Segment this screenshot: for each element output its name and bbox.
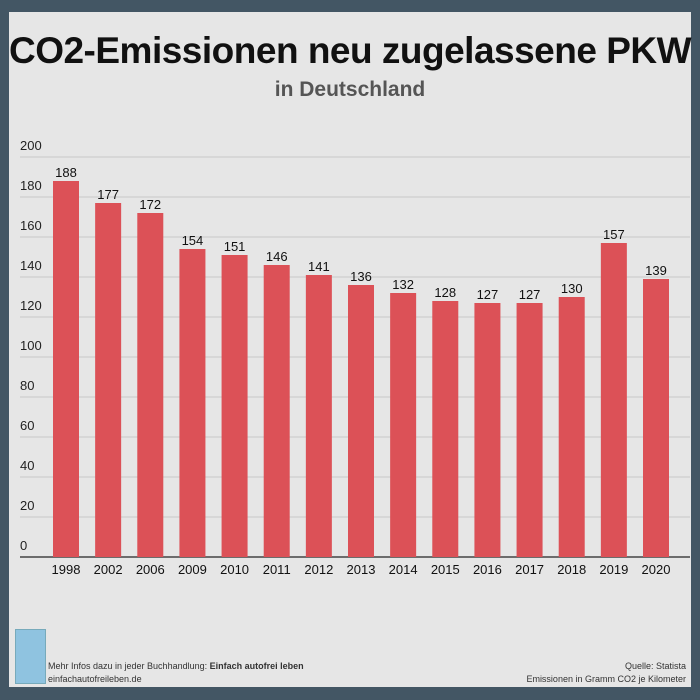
data-label: 146 (266, 249, 288, 264)
bar (53, 181, 79, 557)
bar (95, 203, 122, 557)
info-prefix: Mehr Infos dazu in jeder Buchhandlung: (48, 661, 210, 671)
bar (516, 303, 543, 557)
x-tick-label: 2013 (347, 562, 376, 577)
source-text: Quelle: Statista (624, 661, 686, 671)
x-tick-label: 2009 (178, 562, 207, 577)
data-label: 136 (350, 269, 372, 284)
data-label: 132 (392, 277, 414, 292)
data-label: 177 (97, 187, 119, 202)
chart-title: CO2-Emissionen neu zugelassene PKW (8, 30, 692, 71)
y-tick-label: 20 (20, 498, 34, 513)
x-tick-label: 2016 (473, 562, 502, 577)
bar (432, 301, 459, 557)
website-link[interactable]: einfachautofreileben.de (48, 674, 142, 684)
y-tick-label: 0 (20, 538, 27, 553)
bar (305, 275, 332, 557)
y-tick-label: 200 (20, 138, 42, 153)
data-label: 154 (182, 233, 204, 248)
chart-subtitle: in Deutschland (274, 78, 426, 101)
info-text: Mehr Infos dazu in jeder Buchhandlung: E… (48, 661, 304, 671)
y-tick-label: 180 (20, 178, 42, 193)
bar (558, 297, 585, 557)
bar (600, 243, 627, 557)
data-label: 172 (139, 197, 161, 212)
x-tick-label: 2020 (642, 562, 671, 577)
y-tick-label: 80 (20, 378, 34, 393)
x-tick-label: 1998 (52, 562, 81, 577)
data-label: 157 (603, 227, 625, 242)
x-tick-label: 2015 (431, 562, 460, 577)
y-tick-label: 160 (20, 218, 42, 233)
x-tick-label: 2019 (599, 562, 628, 577)
x-tick-label: 2002 (94, 562, 123, 577)
y-tick-label: 60 (20, 418, 34, 433)
x-tick-label: 2017 (515, 562, 544, 577)
data-label: 141 (308, 259, 330, 274)
unit-note: Emissionen in Gramm CO2 je Kilometer (526, 674, 686, 684)
y-tick-label: 120 (20, 298, 42, 313)
data-label: 128 (434, 285, 456, 300)
bar (221, 255, 248, 557)
x-tick-label: 2014 (389, 562, 418, 577)
bar (474, 303, 501, 557)
book-title: Einfach autofrei leben (209, 661, 304, 671)
y-tick-label: 40 (20, 458, 34, 473)
x-tick-label: 2011 (263, 562, 291, 577)
y-tick-label: 100 (20, 338, 42, 353)
y-tick-label: 140 (20, 258, 42, 273)
data-label: 130 (561, 281, 583, 296)
x-tick-label: 2012 (304, 562, 333, 577)
data-label: 151 (224, 239, 246, 254)
bar (137, 213, 164, 557)
data-label: 139 (645, 263, 667, 278)
x-tick-label: 2010 (220, 562, 249, 577)
book-cover-image[interactable] (15, 629, 46, 684)
data-label: 127 (519, 287, 541, 302)
bar (179, 249, 206, 557)
bar (643, 279, 669, 557)
x-tick-label: 2006 (136, 562, 165, 577)
x-tick-label: 2018 (557, 562, 586, 577)
bar (348, 285, 374, 557)
bar (390, 293, 417, 557)
data-label: 127 (477, 287, 499, 302)
data-label: 188 (55, 165, 77, 180)
bar (263, 265, 290, 557)
